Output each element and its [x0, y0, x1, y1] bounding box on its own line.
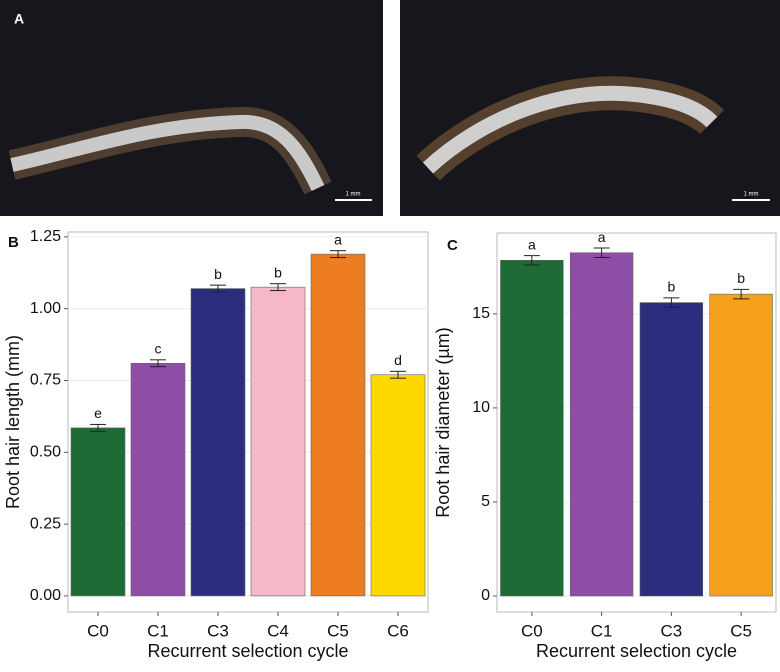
x-tick-label: C0: [521, 621, 543, 640]
y-tick-label: 1.00: [30, 300, 61, 317]
y-axis-label: Root hair length (mm): [3, 335, 23, 509]
scale-bar-label: 1 mm: [744, 192, 759, 198]
bar: [70, 427, 126, 597]
bar: [250, 286, 306, 597]
x-tick-label: C4: [267, 621, 289, 640]
panel-label: A: [14, 11, 24, 27]
x-tick-label: C5: [730, 621, 752, 640]
x-axis-label: Recurrent selection cycle: [147, 641, 348, 661]
photo: 1 mm: [400, 0, 780, 216]
error-bar: [733, 288, 750, 300]
y-axis-label: Root hair diameter (µm): [433, 327, 453, 517]
photo: 1 mm A: [0, 0, 383, 216]
error-bar: [330, 250, 346, 259]
error-bar: [150, 359, 166, 368]
x-tick-label: C5: [327, 621, 349, 640]
x-tick-label: C3: [661, 621, 683, 640]
bar: [569, 252, 634, 597]
significance-letter: b: [214, 266, 222, 282]
y-tick-label: 10: [472, 399, 490, 416]
error-bar: [523, 255, 540, 266]
error-bar: [90, 423, 106, 432]
error-bar: [270, 283, 286, 292]
error-bar: [210, 284, 226, 293]
error-bar: [593, 247, 610, 258]
significance-letter: a: [598, 229, 606, 245]
significance-letter: e: [94, 405, 102, 421]
y-tick-label: 0.00: [30, 587, 61, 604]
x-tick-label: C1: [591, 621, 613, 640]
bar: [370, 374, 426, 597]
bar: [639, 302, 704, 597]
x-axis-label: Recurrent selection cycle: [536, 641, 737, 661]
x-tick-label: C6: [387, 621, 409, 640]
bar: [310, 253, 366, 597]
significance-letter: b: [274, 264, 282, 280]
bar: [190, 288, 246, 597]
x-tick-label: C0: [87, 621, 109, 640]
significance-letter: b: [667, 279, 675, 295]
panel-label: C: [447, 237, 458, 254]
panel-label: B: [8, 234, 19, 251]
bar: [709, 293, 773, 597]
y-tick-label: 0: [481, 587, 490, 604]
significance-letter: a: [528, 236, 536, 252]
bar: [130, 362, 186, 597]
y-tick-label: 0.75: [30, 372, 61, 389]
significance-letter: d: [394, 352, 402, 368]
plot-area: [67, 231, 429, 613]
y-tick-label: 15: [472, 305, 490, 322]
error-bar: [390, 370, 406, 379]
x-tick-label: C1: [147, 621, 169, 640]
y-tick-label: 5: [481, 493, 490, 510]
significance-letter: c: [155, 341, 162, 357]
x-tick-label: C3: [207, 621, 229, 640]
y-tick-label: 0.25: [30, 515, 61, 532]
significance-letter: b: [737, 270, 745, 286]
y-tick-label: 1.25: [30, 228, 61, 245]
bar: [500, 259, 564, 597]
error-bar: [663, 297, 680, 308]
scale-bar-label: 1 mm: [346, 192, 361, 198]
significance-letter: a: [334, 231, 342, 247]
y-tick-label: 0.50: [30, 444, 61, 461]
